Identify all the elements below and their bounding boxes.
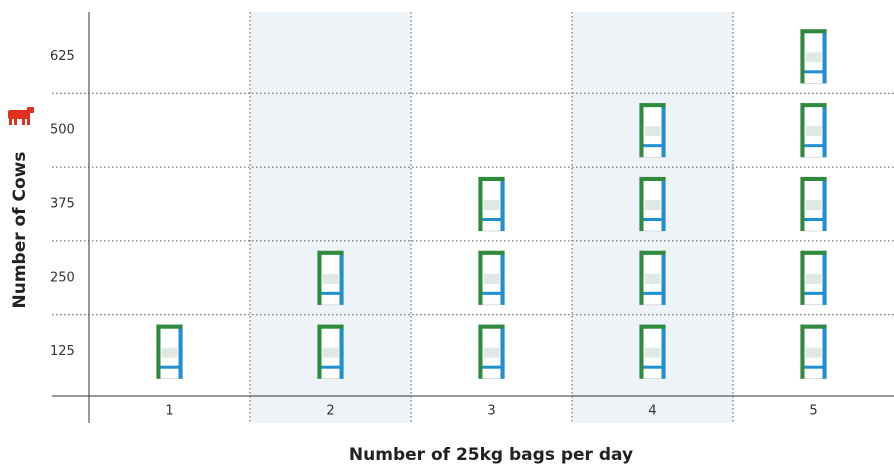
bag-blue [500,324,505,379]
bag-bottom [482,291,501,295]
bag-bottom [482,365,501,369]
bag-band [483,200,500,210]
bag-blue [822,177,827,231]
bag-top [800,103,827,108]
y-tick-label: 375 [50,197,75,212]
bag-blue [339,324,344,379]
bag-bottom [160,365,179,369]
bag-green [478,177,483,231]
bag-band [483,273,500,284]
x-axis-label: Number of 25kg bags per day [349,445,633,465]
bag-top [639,177,666,181]
bag-blue [339,250,344,305]
bag-green [639,250,644,305]
bag-top [317,324,344,329]
bag-band [805,273,822,284]
bag-green [478,250,483,305]
bag-bottom [321,291,340,295]
bag-top [800,250,827,255]
bag-stack [317,250,344,379]
bag-band [805,52,822,63]
bag-bottom [804,218,823,221]
bag-green [478,324,483,379]
bag-blue [822,250,827,305]
bag-band [805,126,822,137]
bag-blue [500,177,505,231]
bag-bottom [804,365,823,369]
bag-top [156,324,183,329]
bag-stack [478,176,505,379]
bag-top [800,177,827,181]
bag-blue [661,324,666,379]
bag-top [639,250,666,255]
bag-blue [661,250,666,305]
bag-green [639,177,644,231]
x-tick-label: 1 [165,404,173,419]
bag-top [639,103,666,108]
bag-blue [661,177,666,231]
bag-green [800,250,805,305]
bag-band [644,347,661,358]
x-tick-label: 4 [648,404,656,419]
bag-stack [800,29,827,379]
y-tick-label: 250 [50,270,75,285]
bag-band [483,347,500,358]
bag-green [800,177,805,231]
bag-green [800,29,805,84]
bag-band [322,347,339,358]
cow-icon [8,107,34,125]
bag-bottom [482,218,501,221]
x-tick-label: 5 [809,404,817,419]
bag-blue [822,103,827,158]
y-tick-label: 500 [50,123,75,138]
bag-green [317,324,322,379]
y-tick-label: 625 [50,49,75,64]
bag-top [478,177,505,181]
bag-bottom [643,144,662,148]
bag-blue [178,324,183,379]
bag-green [317,250,322,305]
bag-bottom [804,291,823,295]
bag-top [317,250,344,255]
bag-bottom [321,365,340,369]
y-axis-label: Number of Cows [10,151,30,308]
bag-blue [500,250,505,305]
bag-band [644,200,661,210]
bag-blue [661,103,666,158]
bag-bottom [643,365,662,369]
bag-top [639,324,666,329]
bag-bottom [804,144,823,148]
bag-top [800,324,827,329]
bag-top [800,29,827,34]
bag-stack [156,324,183,379]
x-tick-label: 2 [326,404,334,419]
bag-green [639,103,644,158]
bag-band [322,273,339,284]
bag-blue [822,29,827,84]
bag-bottom [804,70,823,74]
bag-top [478,250,505,255]
bag-blue [822,324,827,379]
bag-band [805,200,822,210]
bag-body [639,324,666,379]
bag-band [805,347,822,358]
bag-top [478,324,505,329]
bag-green [800,324,805,379]
bag-stack [639,102,666,379]
bag-green [156,324,161,379]
bag-bottom [643,218,662,221]
bag-bottom [643,291,662,295]
bag-band [161,347,178,358]
bag-band [644,126,661,137]
bag-green [639,324,644,379]
bag-band [644,273,661,284]
x-tick-label: 3 [487,404,495,419]
y-tick-label: 125 [50,344,75,359]
bag-green [800,103,805,158]
